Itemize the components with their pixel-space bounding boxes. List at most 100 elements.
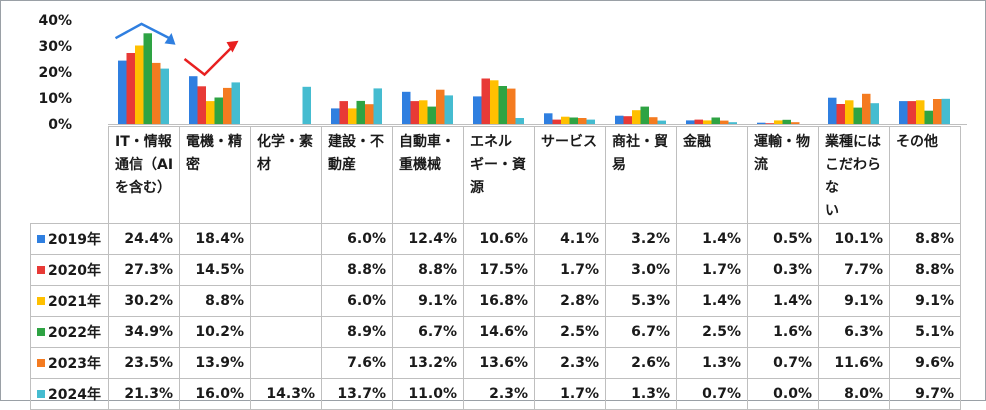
series-legend-label: 2021年 (30, 285, 109, 317)
data-value-cell: 6.0% (321, 223, 393, 255)
data-value-cell: 18.4% (179, 223, 251, 255)
data-value-cell: 8.8% (392, 254, 464, 286)
data-value-cell: 1.4% (676, 285, 748, 317)
category-label: エネル ギー・資源 (463, 126, 535, 224)
table-corner (30, 126, 109, 224)
category-label: IT・情報 通信（AI を含む） (108, 126, 180, 224)
bar (569, 117, 578, 124)
data-value-cell: 5.1% (889, 316, 961, 348)
data-value-cell: 0.3% (747, 254, 819, 286)
data-value-cell: 1.7% (676, 254, 748, 286)
data-value-cell: 10.6% (463, 223, 535, 255)
bar (694, 119, 703, 124)
table-row: 2024年 21.3% 16.0% 14.3% 13.7% 11.0% 2.3% 1.7% 1.… (30, 378, 961, 410)
data-value-cell: 11.0% (392, 378, 464, 410)
data-value-cell: 14.5% (179, 254, 251, 286)
data-value-cell: 16.0% (179, 378, 251, 410)
data-value-cell: 1.3% (605, 378, 677, 410)
data-value-cell: 10.2% (179, 316, 251, 348)
data-value-cell: 14.6% (463, 316, 535, 348)
bar (189, 76, 198, 124)
bar (686, 120, 695, 124)
bar (782, 119, 791, 124)
bar (845, 100, 854, 124)
bar (774, 120, 783, 124)
bar (586, 119, 595, 124)
trend-arrow-down (114, 22, 171, 40)
data-value-cell: 1.4% (676, 223, 748, 255)
data-value-cell: 10.1% (818, 223, 890, 255)
data-value-cell: 27.3% (108, 254, 180, 286)
y-tick-label: 10% (38, 91, 72, 107)
data-value-cell: 8.0% (818, 378, 890, 410)
bar (331, 108, 340, 124)
data-value-cell: 13.9% (179, 347, 251, 379)
data-value-cell: 1.6% (747, 316, 819, 348)
legend-swatch (37, 328, 45, 336)
bar (907, 101, 916, 124)
bar (924, 110, 933, 124)
data-value-cell: 2.5% (676, 316, 748, 348)
bar (561, 116, 570, 124)
data-value-cell (250, 223, 322, 255)
data-value-cell: 23.5% (108, 347, 180, 379)
bar (544, 113, 553, 124)
bar (143, 33, 152, 124)
bar (444, 95, 453, 124)
series-legend-label: 2024年 (30, 378, 109, 410)
data-value-cell: 6.7% (392, 316, 464, 348)
bar (365, 104, 374, 124)
bar (481, 78, 490, 124)
category-label: サービス (534, 126, 606, 224)
data-value-cell: 6.3% (818, 316, 890, 348)
category-label: 電機・精密 (179, 126, 251, 224)
data-value-cell: 4.1% (534, 223, 606, 255)
bar (118, 60, 127, 124)
bar (152, 62, 161, 124)
data-value-cell: 13.7% (321, 378, 393, 410)
data-value-cell: 9.1% (818, 285, 890, 317)
bar (507, 88, 516, 124)
data-value-cell: 8.9% (321, 316, 393, 348)
trend-arrowhead-down (164, 33, 176, 45)
bar (916, 100, 925, 124)
bar (498, 86, 507, 124)
bar (515, 118, 524, 124)
data-value-cell: 34.9% (108, 316, 180, 348)
bar (657, 120, 666, 124)
data-value-cell: 0.0% (747, 378, 819, 410)
bar (223, 87, 232, 124)
bar (214, 97, 223, 124)
data-value-cell: 12.4% (392, 223, 464, 255)
data-table: IT・情報 通信（AI を含む） 電機・精密化学・素材建設・不 動産 自動車・ 重機械 エネル… (30, 126, 961, 410)
data-value-cell: 3.0% (605, 254, 677, 286)
data-value-cell: 7.6% (321, 347, 393, 379)
data-value-cell: 7.7% (818, 254, 890, 286)
data-value-cell: 0.5% (747, 223, 819, 255)
data-value-cell: 1.7% (534, 378, 606, 410)
trend-arrowhead-up (226, 40, 239, 53)
series-legend-label: 2019年 (30, 223, 109, 255)
bar (720, 120, 729, 124)
data-value-cell: 0.7% (676, 378, 748, 410)
data-value-cell: 2.5% (534, 316, 606, 348)
series-legend-label: 2020年 (30, 254, 109, 286)
bar (933, 99, 942, 124)
bar (728, 122, 737, 124)
bar (126, 53, 135, 124)
bar (419, 100, 428, 124)
legend-swatch (37, 297, 45, 305)
trend-arrow-up (183, 47, 232, 77)
bar (615, 115, 624, 124)
bar (862, 93, 871, 124)
data-value-cell: 14.3% (250, 378, 322, 410)
data-value-cell: 2.6% (605, 347, 677, 379)
data-value-cell (250, 347, 322, 379)
bar (649, 117, 658, 124)
bar (473, 96, 482, 124)
bar (703, 120, 712, 124)
data-value-cell: 0.7% (747, 347, 819, 379)
data-value-cell: 9.1% (392, 285, 464, 317)
data-value-cell (250, 285, 322, 317)
bar (870, 103, 879, 124)
